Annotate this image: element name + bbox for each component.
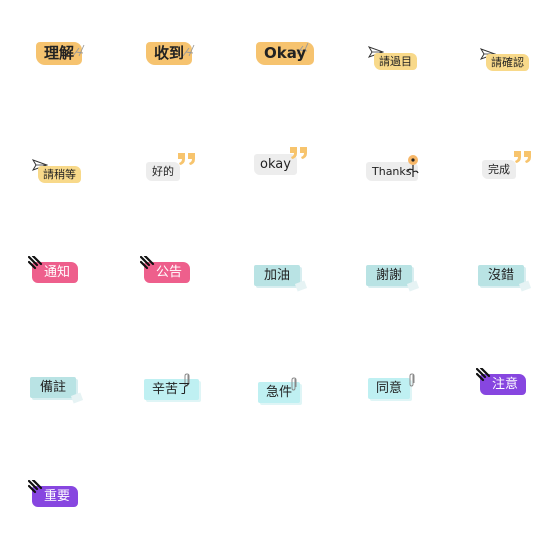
sticker-tag-ok-chinese[interactable]: 好的 — [146, 162, 180, 181]
sticker-tag-important[interactable]: 重要 — [32, 486, 79, 507]
sticker-label: okay — [260, 157, 291, 172]
sticker-cell: 請稍等 — [0, 112, 112, 224]
sticker-tag-please-confirm[interactable]: 請確認 — [486, 54, 529, 71]
quote-mark-icon — [514, 151, 531, 163]
sticker-cell: 請確認 — [448, 0, 560, 112]
sticker-cell: 重要 — [0, 448, 112, 560]
sticker-tag-thanks[interactable]: Thanks — [366, 162, 418, 181]
page-fold-icon — [518, 280, 532, 292]
sticker-tag-received[interactable]: 收到 — [146, 42, 193, 65]
sticker-cell: 加油 — [224, 224, 336, 336]
sticker-label: 急件 — [266, 385, 293, 400]
sticker-tag-correct[interactable]: 沒錯 — [478, 265, 532, 292]
sticker-label: 謝謝 — [376, 268, 403, 283]
sticker-label: 加油 — [264, 268, 291, 283]
sticker-tag-thank-you[interactable]: 謝謝 — [366, 265, 420, 292]
sticker-tag-okay[interactable]: Okay — [256, 42, 315, 65]
sticker-label: 注意 — [492, 377, 519, 392]
sticker-label: 請過目 — [379, 55, 412, 68]
sticker-label: 公告 — [156, 265, 183, 280]
sticker-tag-notice[interactable]: 通知 — [32, 262, 79, 283]
sticker-cell: 同意 — [336, 336, 448, 448]
sticker-cell: 好的 — [112, 112, 224, 224]
sticker-label: 請確認 — [491, 56, 524, 69]
sticker-cell: 謝謝 — [336, 224, 448, 336]
sticker-cell: okay — [224, 112, 336, 224]
sticker-cell: Thanks — [336, 112, 448, 224]
sticker-cell: 公告 — [112, 224, 224, 336]
sticker-tag-good-work[interactable]: 辛苦了 — [144, 379, 200, 400]
sticker-tag-note[interactable]: 備註 — [30, 377, 84, 404]
page-fold-icon — [70, 392, 84, 404]
sticker-label: 備註 — [40, 380, 67, 395]
sticker-label: 完成 — [488, 163, 510, 176]
sticker-tag-okay-lower[interactable]: okay — [254, 154, 297, 175]
sticker-label: 請稍等 — [43, 168, 76, 181]
sticker-cell: 備註 — [0, 336, 112, 448]
sticker-cell: 通知 — [0, 224, 112, 336]
sticker-label: Thanks — [372, 165, 412, 178]
sticker-cell: Okay — [224, 0, 336, 112]
sticker-cell: 辛苦了 — [112, 336, 224, 448]
sticker-tag-understand[interactable]: 理解 — [36, 42, 83, 65]
sticker-cell: 收到 — [112, 0, 224, 112]
sticker-label: 理解 — [44, 44, 75, 62]
sticker-tag-please-review[interactable]: 請過目 — [374, 53, 417, 70]
sticker-label: 通知 — [44, 265, 71, 280]
sticker-cell: 完成 — [448, 112, 560, 224]
quote-mark-icon — [178, 153, 195, 165]
page-fold-icon — [406, 280, 420, 292]
sticker-cell: 理解 — [0, 0, 112, 112]
sticker-cell: 請過目 — [336, 0, 448, 112]
page-fold-icon — [294, 280, 308, 292]
sticker-tag-done[interactable]: 完成 — [482, 160, 516, 179]
sticker-tag-agree[interactable]: 同意 — [368, 378, 411, 399]
sticker-tag-urgent[interactable]: 急件 — [258, 382, 301, 403]
sticker-cell: 急件 — [224, 336, 336, 448]
sticker-label: 同意 — [376, 381, 403, 396]
sticker-label: 收到 — [154, 44, 185, 62]
sticker-tag-attention[interactable]: 注意 — [480, 374, 527, 395]
sticker-tag-announcement[interactable]: 公告 — [144, 262, 191, 283]
sticker-label: 沒錯 — [488, 268, 515, 283]
sticker-label: 重要 — [44, 489, 71, 504]
sticker-cell: 沒錯 — [448, 224, 560, 336]
sticker-cell: 注意 — [448, 336, 560, 448]
sticker-tag-cheer-up[interactable]: 加油 — [254, 265, 308, 292]
sticker-label: Okay — [264, 44, 307, 62]
sticker-label: 辛苦了 — [152, 382, 192, 397]
sticker-tag-please-wait[interactable]: 請稍等 — [38, 166, 81, 183]
sticker-label: 好的 — [152, 165, 174, 178]
